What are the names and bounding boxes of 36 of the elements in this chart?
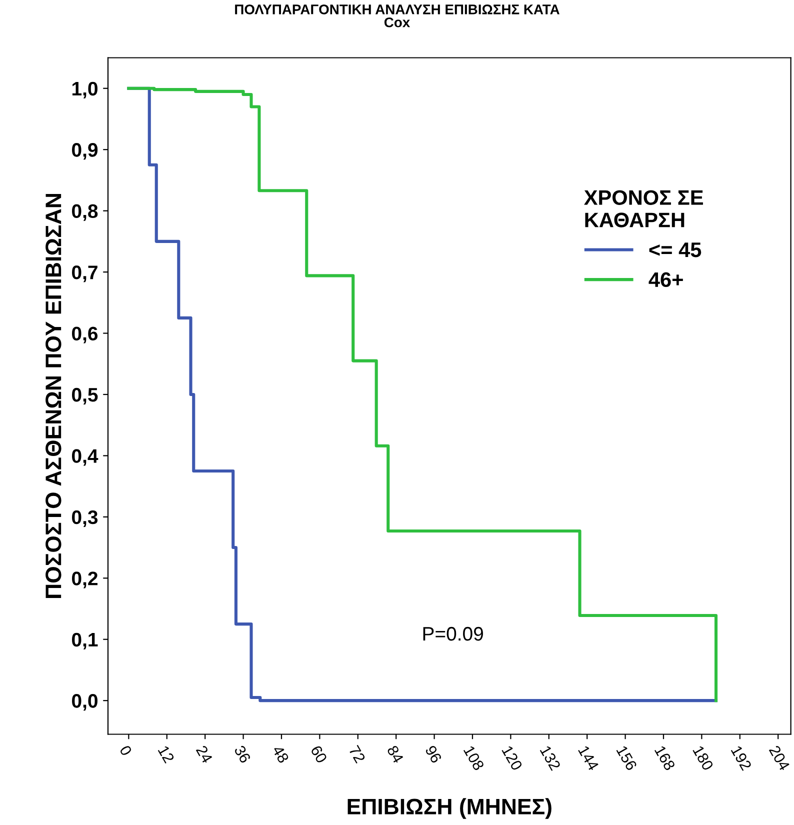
y-tick-label: 0,8: [72, 204, 98, 221]
x-tick-label: 132: [540, 745, 561, 771]
x-tick-label: 108: [463, 745, 485, 772]
y-tick-label: 0,2: [72, 572, 98, 588]
y-tick-label: 0,5: [72, 388, 98, 405]
x-tick-label: 12: [158, 745, 175, 764]
x-tick-label: 144: [578, 745, 600, 772]
x-tick-label: 48: [272, 744, 290, 764]
x-tick-label: 96: [424, 744, 442, 764]
y-tick-label: 0,6: [72, 326, 98, 344]
y-tick-label: 0,4: [72, 449, 98, 466]
x-tick-label: 72: [348, 744, 366, 764]
x-tick-label: 204: [768, 744, 790, 772]
y-tick-label: 0,9: [72, 143, 98, 160]
y-tick-label: 0,3: [72, 510, 98, 527]
x-tick-label: 84: [386, 744, 404, 764]
x-tick-label: 180: [692, 745, 714, 772]
legend-label: <= 45: [649, 242, 702, 258]
y-tick-label: 0,0: [72, 694, 98, 711]
legend-title: ΧΡΟΝΟΣ ΣΕ ΚΑΘΑΡΣΗ: [584, 190, 703, 228]
y-tick-label: 0,1: [72, 632, 98, 650]
y-tick-label: 0,7: [72, 265, 98, 282]
chart-title: ΠΟΛΥΠΑΡΑΓΟΝΤΙΚΗ ΑΝΑΛΥΣΗ ΕΠΙΒΙΩΣΗΣ ΚΑΤΑ Cox: [235, 4, 560, 28]
x-tick-label: 0: [119, 744, 132, 756]
y-axis-title: ΠΟΣΟΣΤΟ ΑΣΘΕΝΩΝ ΠΟΥ ΕΠΙΒΙΩΣΑΝ: [46, 194, 62, 598]
x-tick-label: 60: [310, 744, 328, 764]
x-tick-label: 36: [234, 744, 252, 764]
x-tick-label: 192: [730, 745, 752, 771]
annotation: P=0.09: [423, 626, 483, 641]
legend-label: 46+: [648, 272, 683, 288]
x-axis-title: ΕΠΙΒΙΩΣΗ (ΜΗΝΕΣ): [348, 798, 552, 819]
y-tick-label: 1,0: [72, 82, 98, 98]
x-tick-label: 24: [196, 744, 213, 764]
x-tick-label: 120: [502, 745, 523, 772]
x-tick-label: 168: [654, 745, 676, 772]
x-tick-label: 156: [616, 745, 638, 772]
